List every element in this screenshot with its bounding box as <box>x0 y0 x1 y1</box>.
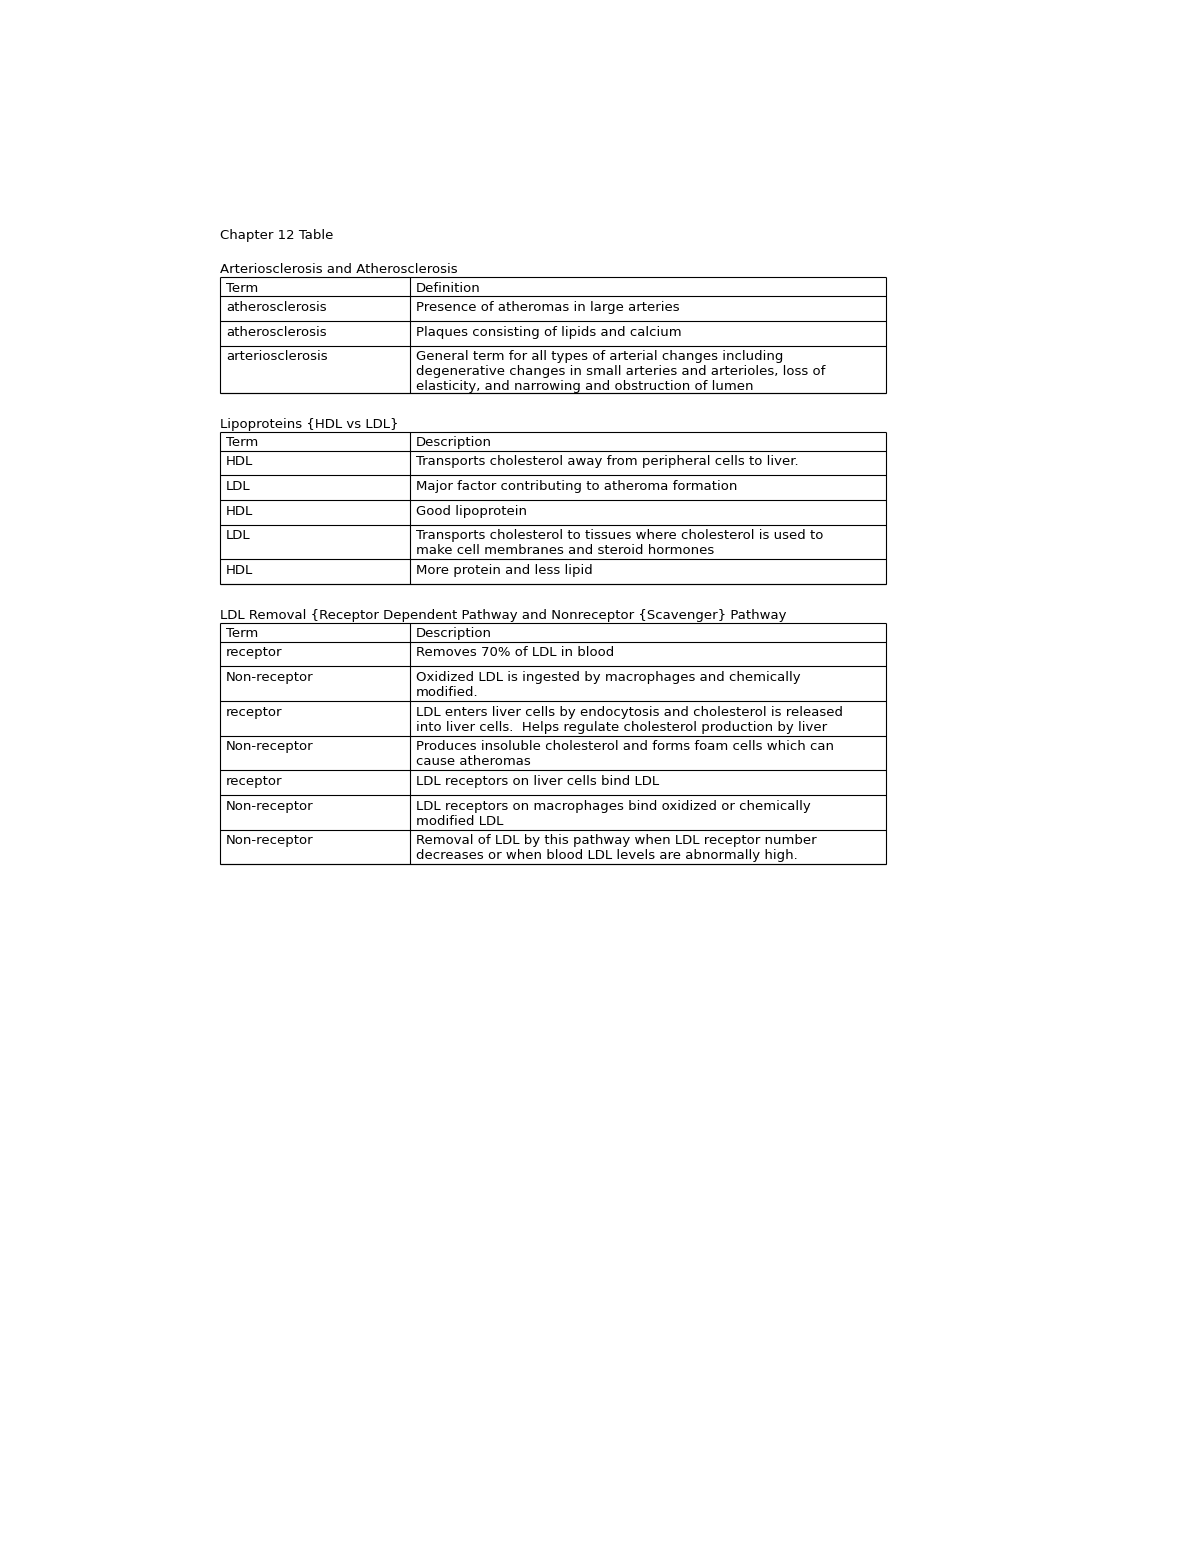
Text: Presence of atheromas in large arteries: Presence of atheromas in large arteries <box>416 301 679 314</box>
Text: Term: Term <box>226 627 258 640</box>
Text: LDL Removal {Receptor Dependent Pathway and Nonreceptor {Scavenger} Pathway: LDL Removal {Receptor Dependent Pathway … <box>220 609 786 621</box>
Text: Removal of LDL by this pathway when LDL receptor number
decreases or when blood : Removal of LDL by this pathway when LDL … <box>416 834 816 862</box>
Text: HDL: HDL <box>226 505 253 517</box>
Text: Arteriosclerosis and Atherosclerosis: Arteriosclerosis and Atherosclerosis <box>220 264 457 276</box>
Text: Transports cholesterol away from peripheral cells to liver.: Transports cholesterol away from periphe… <box>416 455 798 469</box>
Text: Chapter 12 Table: Chapter 12 Table <box>220 228 334 242</box>
Text: Lipoproteins {HDL vs LDL}: Lipoproteins {HDL vs LDL} <box>220 418 398 430</box>
Text: LDL receptors on liver cells bind LDL: LDL receptors on liver cells bind LDL <box>416 775 659 787</box>
Text: Description: Description <box>416 436 492 449</box>
Text: General term for all types of arterial changes including
degenerative changes in: General term for all types of arterial c… <box>416 351 826 393</box>
Text: receptor: receptor <box>226 646 282 660</box>
Text: LDL receptors on macrophages bind oxidized or chemically
modified LDL: LDL receptors on macrophages bind oxidiz… <box>416 800 811 828</box>
Text: Term: Term <box>226 281 258 295</box>
Text: More protein and less lipid: More protein and less lipid <box>416 564 593 578</box>
Text: arteriosclerosis: arteriosclerosis <box>226 351 328 363</box>
Text: Non-receptor: Non-receptor <box>226 834 313 848</box>
Text: Non-receptor: Non-receptor <box>226 741 313 753</box>
Text: Removes 70% of LDL in blood: Removes 70% of LDL in blood <box>416 646 614 660</box>
Text: Good lipoprotein: Good lipoprotein <box>416 505 527 517</box>
Text: Non-receptor: Non-receptor <box>226 671 313 683</box>
Text: HDL: HDL <box>226 455 253 469</box>
Text: atherosclerosis: atherosclerosis <box>226 326 326 339</box>
Text: Term: Term <box>226 436 258 449</box>
Text: Oxidized LDL is ingested by macrophages and chemically
modified.: Oxidized LDL is ingested by macrophages … <box>416 671 800 699</box>
Text: LDL: LDL <box>226 480 251 494</box>
Text: receptor: receptor <box>226 705 282 719</box>
Text: Major factor contributing to atheroma formation: Major factor contributing to atheroma fo… <box>416 480 737 494</box>
Text: Non-receptor: Non-receptor <box>226 800 313 812</box>
Text: atherosclerosis: atherosclerosis <box>226 301 326 314</box>
Text: Transports cholesterol to tissues where cholesterol is used to
make cell membran: Transports cholesterol to tissues where … <box>416 530 823 558</box>
Text: receptor: receptor <box>226 775 282 787</box>
Text: HDL: HDL <box>226 564 253 578</box>
Text: LDL: LDL <box>226 530 251 542</box>
Text: Plaques consisting of lipids and calcium: Plaques consisting of lipids and calcium <box>416 326 682 339</box>
Text: LDL enters liver cells by endocytosis and cholesterol is released
into liver cel: LDL enters liver cells by endocytosis an… <box>416 705 842 733</box>
Text: Description: Description <box>416 627 492 640</box>
Text: Definition: Definition <box>416 281 481 295</box>
Text: Produces insoluble cholesterol and forms foam cells which can
cause atheromas: Produces insoluble cholesterol and forms… <box>416 741 834 769</box>
